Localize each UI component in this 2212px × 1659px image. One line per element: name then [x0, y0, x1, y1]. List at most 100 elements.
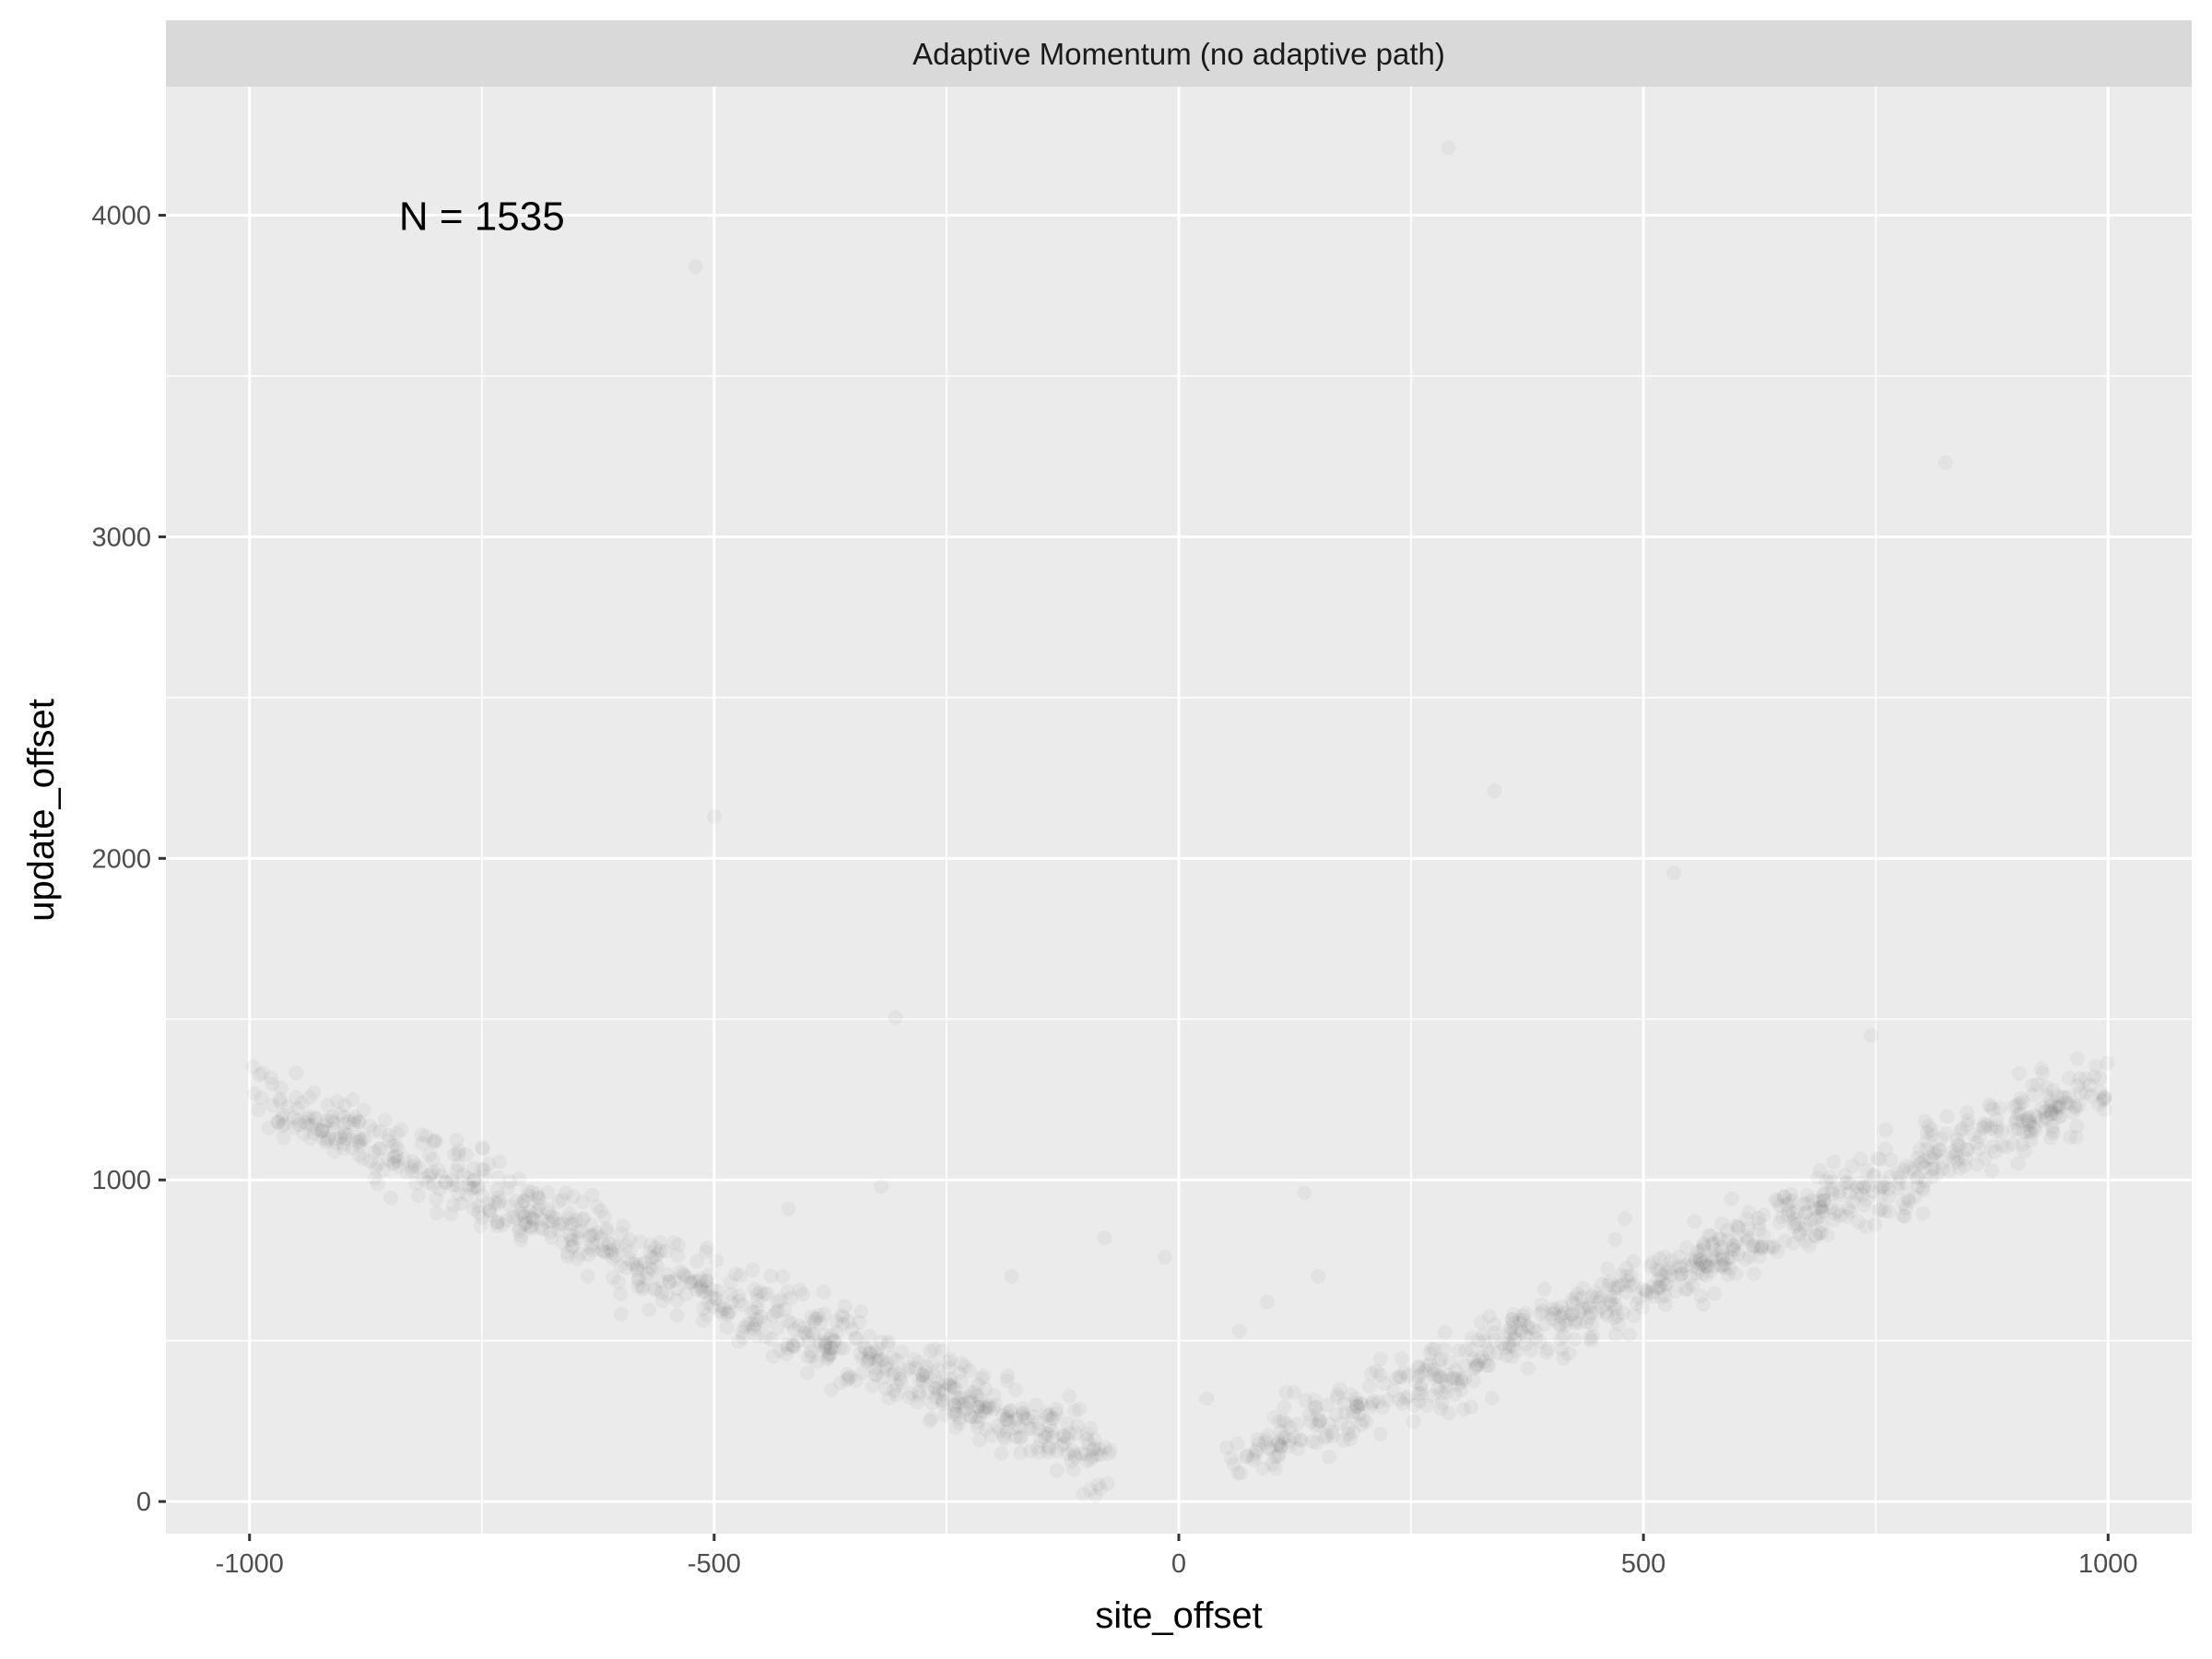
data-point: [560, 1249, 575, 1264]
data-point: [1982, 1098, 1996, 1112]
data-point: [695, 1284, 710, 1299]
data-point: [1272, 1434, 1287, 1449]
n-annotation: N = 1535: [399, 194, 565, 240]
data-point: [1874, 1189, 1888, 1204]
data-point: [1482, 1359, 1497, 1373]
data-point: [477, 1163, 491, 1178]
data-point: [2088, 1059, 2103, 1074]
data-point: [1341, 1427, 1356, 1441]
data-point: [840, 1372, 854, 1387]
data-point: [492, 1154, 507, 1169]
data-point: [302, 1090, 317, 1105]
data-point: [1398, 1391, 1413, 1406]
y-tick-label: 1000: [91, 1166, 151, 1195]
data-point: [247, 1087, 262, 1101]
data-point: [422, 1169, 437, 1183]
data-point: [1308, 1393, 1323, 1407]
data-point: [1824, 1175, 1839, 1190]
data-point: [346, 1092, 360, 1107]
data-point: [1747, 1266, 1761, 1281]
data-point: [1972, 1142, 1987, 1157]
data-point: [1031, 1422, 1046, 1437]
data-point: [745, 1304, 759, 1319]
data-point: [1349, 1399, 1364, 1414]
data-point: [1013, 1445, 1028, 1460]
data-point: [1666, 865, 1681, 880]
y-tick-label: 2000: [91, 844, 151, 874]
x-axis: -1000 -500 0 500 1000: [216, 1534, 2138, 1579]
data-point: [786, 1339, 801, 1354]
data-point: [1783, 1187, 1798, 1202]
facet-strip: [166, 20, 2192, 87]
data-point: [1312, 1414, 1327, 1429]
data-point: [459, 1147, 474, 1162]
data-point: [290, 1113, 305, 1128]
data-point: [955, 1390, 970, 1405]
data-point: [1640, 1288, 1654, 1302]
data-point: [1062, 1389, 1077, 1404]
data-point: [952, 1411, 967, 1426]
data-point: [1582, 1310, 1596, 1324]
data-point: [2082, 1077, 2097, 1092]
data-point: [1626, 1254, 1641, 1269]
data-point: [1252, 1437, 1266, 1452]
data-point: [783, 1316, 798, 1331]
data-point: [1653, 1252, 1667, 1266]
data-point: [573, 1247, 588, 1262]
data-point: [1441, 140, 1455, 155]
data-point: [1320, 1429, 1335, 1443]
data-point: [1600, 1262, 1615, 1277]
data-point: [1622, 1327, 1637, 1342]
data-point: [941, 1355, 956, 1370]
data-point: [1067, 1404, 1082, 1418]
data-point: [273, 1095, 288, 1110]
data-point: [724, 1287, 738, 1301]
data-point: [1474, 1315, 1488, 1330]
data-point: [720, 1320, 735, 1335]
data-point: [1920, 1141, 1935, 1156]
data-point: [599, 1221, 614, 1236]
data-point: [1589, 1289, 1604, 1304]
data-point: [321, 1098, 335, 1112]
data-point: [1366, 1394, 1381, 1408]
data-point: [890, 1353, 905, 1368]
data-point: [862, 1351, 877, 1366]
data-point: [1599, 1305, 1614, 1320]
data-point: [700, 1308, 714, 1323]
data-point: [972, 1432, 987, 1447]
data-point: [1499, 1348, 1513, 1363]
data-point: [606, 1252, 620, 1266]
data-point: [1428, 1371, 1442, 1385]
data-point: [1924, 1123, 1939, 1137]
data-point: [614, 1307, 629, 1322]
data-point: [518, 1217, 533, 1231]
data-point: [336, 1141, 351, 1156]
data-point: [1465, 1343, 1480, 1358]
data-point: [491, 1171, 506, 1185]
data-point: [1097, 1230, 1112, 1245]
data-point: [422, 1147, 437, 1162]
data-point: [1411, 1369, 1426, 1383]
data-point: [411, 1188, 426, 1203]
data-point: [653, 1235, 667, 1250]
x-tick-label: 1000: [2078, 1549, 2138, 1579]
data-point: [1287, 1385, 1301, 1400]
data-point: [1322, 1450, 1336, 1465]
data-point: [1029, 1398, 1043, 1413]
data-point: [1406, 1414, 1421, 1429]
data-point: [849, 1332, 864, 1347]
data-point: [1800, 1195, 1815, 1210]
data-point: [1568, 1332, 1583, 1347]
data-point: [1681, 1282, 1696, 1297]
data-point: [2070, 1052, 2085, 1066]
data-point: [670, 1281, 685, 1296]
data-point: [1232, 1324, 1247, 1338]
data-point: [466, 1174, 481, 1189]
data-point: [1699, 1268, 1713, 1283]
data-point: [1859, 1193, 1874, 1207]
data-point: [1419, 1398, 1434, 1413]
data-point: [2026, 1088, 2041, 1102]
data-point: [453, 1196, 468, 1211]
data-point: [475, 1140, 489, 1155]
